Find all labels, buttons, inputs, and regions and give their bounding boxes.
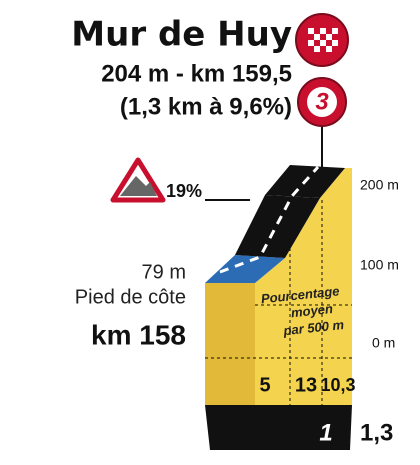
altitude-km: 204 m - km 159,5 [101,60,292,87]
max-gradient: 19% [166,181,202,201]
category: 3 [315,88,329,115]
start-km: km 158 [91,319,186,350]
climb-title: Mur de Huy [71,15,292,55]
altitude-label: 100 m [360,257,399,273]
altitude-label: 0 m [372,335,395,351]
start-label: Pied de côte [75,286,186,308]
segment-gradient: 10,3 [320,375,355,395]
segment-gradient: 13 [295,374,317,396]
warning-sign [113,160,163,200]
segment-gradient: 5 [259,374,270,396]
climb-length: 1,3 [360,419,393,446]
altitude-label: 200 m [360,177,399,193]
start-altitude: 79 m [142,261,186,283]
category-badge: 3 [298,78,346,126]
climb-profile: Mur de Huy 204 m - km 159,5 (1,3 km à 9,… [0,0,420,465]
km-marker: 1 [319,419,332,446]
finish-badge [296,14,348,66]
climb-summary: (1,3 km à 9,6%) [120,93,292,120]
